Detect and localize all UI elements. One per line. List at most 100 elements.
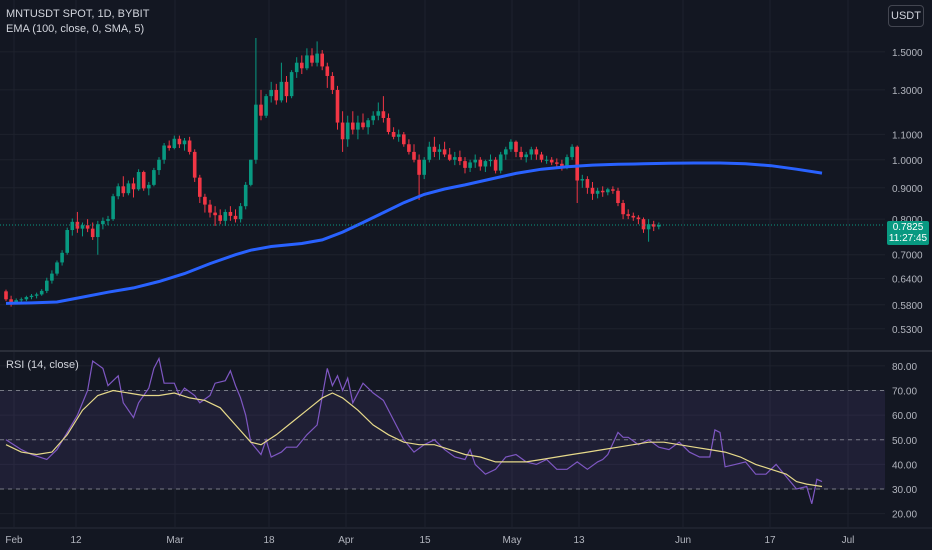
candle[interactable]	[50, 270, 54, 284]
candle[interactable]	[555, 158, 559, 167]
candle[interactable]	[24, 295, 29, 302]
candle[interactable]	[65, 227, 69, 255]
candle[interactable]	[396, 129, 401, 142]
candle[interactable]	[585, 176, 590, 194]
candle[interactable]	[136, 169, 141, 191]
candle[interactable]	[529, 146, 534, 160]
candle[interactable]	[468, 159, 472, 173]
candle[interactable]	[412, 144, 416, 163]
candle[interactable]	[376, 102, 381, 121]
candle[interactable]	[101, 217, 105, 230]
candle[interactable]	[320, 50, 324, 71]
candle[interactable]	[560, 159, 564, 171]
candle[interactable]	[590, 181, 595, 200]
candle[interactable]	[162, 142, 166, 164]
candle[interactable]	[570, 144, 574, 160]
candle[interactable]	[335, 85, 340, 130]
candle[interactable]	[646, 219, 651, 242]
candle[interactable]	[70, 218, 75, 236]
candle[interactable]	[29, 293, 34, 300]
candle[interactable]	[402, 131, 406, 147]
rsi-axis[interactable]: 80.00 70.00 60.00 50.00 40.00 30.00 20.00	[892, 362, 917, 521]
candle[interactable]	[483, 159, 488, 173]
candle[interactable]	[213, 206, 217, 226]
candle[interactable]	[233, 209, 238, 223]
candle[interactable]	[238, 203, 243, 223]
candle[interactable]	[208, 199, 212, 218]
candle[interactable]	[611, 186, 615, 194]
candle[interactable]	[218, 209, 222, 225]
candle[interactable]	[192, 149, 197, 182]
candle[interactable]	[371, 111, 375, 125]
candle[interactable]	[391, 127, 396, 140]
candle[interactable]	[575, 145, 579, 204]
candle[interactable]	[228, 206, 233, 221]
candle[interactable]	[223, 209, 228, 226]
candle[interactable]	[631, 212, 636, 221]
candle[interactable]	[447, 148, 452, 162]
candle[interactable]	[361, 113, 365, 130]
candle[interactable]	[514, 140, 518, 158]
candle[interactable]	[544, 155, 549, 164]
candle[interactable]	[55, 260, 59, 276]
candle[interactable]	[315, 41, 319, 67]
candle[interactable]	[621, 199, 625, 220]
candle[interactable]	[641, 217, 646, 233]
ema-line[interactable]	[5, 161, 823, 305]
candle[interactable]	[310, 48, 314, 67]
candle[interactable]	[463, 157, 467, 174]
candle[interactable]	[366, 117, 370, 135]
candle[interactable]	[305, 48, 309, 71]
candle[interactable]	[595, 187, 600, 199]
candle[interactable]	[453, 151, 457, 166]
candle[interactable]	[80, 222, 85, 237]
candle[interactable]	[254, 38, 258, 164]
candle[interactable]	[606, 187, 610, 196]
candle[interactable]	[274, 83, 279, 105]
candle[interactable]	[249, 159, 253, 187]
candle[interactable]	[351, 111, 355, 135]
candle[interactable]	[422, 157, 426, 180]
candle[interactable]	[34, 292, 39, 299]
candle[interactable]	[437, 144, 442, 160]
candle[interactable]	[187, 136, 192, 155]
candle[interactable]	[442, 141, 447, 158]
candle[interactable]	[147, 181, 151, 196]
candle[interactable]	[39, 289, 44, 296]
candle[interactable]	[539, 151, 544, 163]
candle[interactable]	[121, 176, 126, 197]
candle[interactable]	[279, 62, 284, 103]
candle[interactable]	[626, 209, 630, 220]
candle[interactable]	[340, 111, 345, 152]
candle[interactable]	[580, 174, 585, 188]
candle[interactable]	[60, 250, 64, 266]
candle[interactable]	[269, 81, 273, 103]
candle[interactable]	[427, 141, 432, 163]
candle[interactable]	[524, 151, 528, 163]
rsi-line[interactable]	[5, 356, 823, 504]
candle[interactable]	[75, 211, 80, 233]
candle[interactable]	[509, 139, 513, 152]
candle[interactable]	[96, 220, 100, 255]
candle[interactable]	[106, 215, 110, 226]
ema-legend[interactable]: EMA (100, close, 0, SMA, 5)	[6, 23, 145, 35]
candle[interactable]	[651, 220, 656, 232]
candle[interactable]	[243, 181, 248, 210]
candle[interactable]	[116, 183, 120, 200]
candle[interactable]	[473, 154, 477, 168]
time-axis[interactable]: Feb 12 Mar 18 Apr 15 May 13 Jun 17 Jul	[5, 535, 854, 546]
candle[interactable]	[294, 57, 299, 78]
candle[interactable]	[300, 55, 304, 75]
candle[interactable]	[657, 222, 661, 230]
candle[interactable]	[85, 219, 90, 233]
candle[interactable]	[488, 154, 493, 167]
rsi-ma-line[interactable]	[5, 389, 823, 488]
candle[interactable]	[284, 75, 289, 103]
candle[interactable]	[90, 222, 95, 240]
candle[interactable]	[493, 157, 498, 174]
candle[interactable]	[345, 115, 350, 147]
candle[interactable]	[4, 289, 8, 302]
candle[interactable]	[498, 151, 503, 174]
